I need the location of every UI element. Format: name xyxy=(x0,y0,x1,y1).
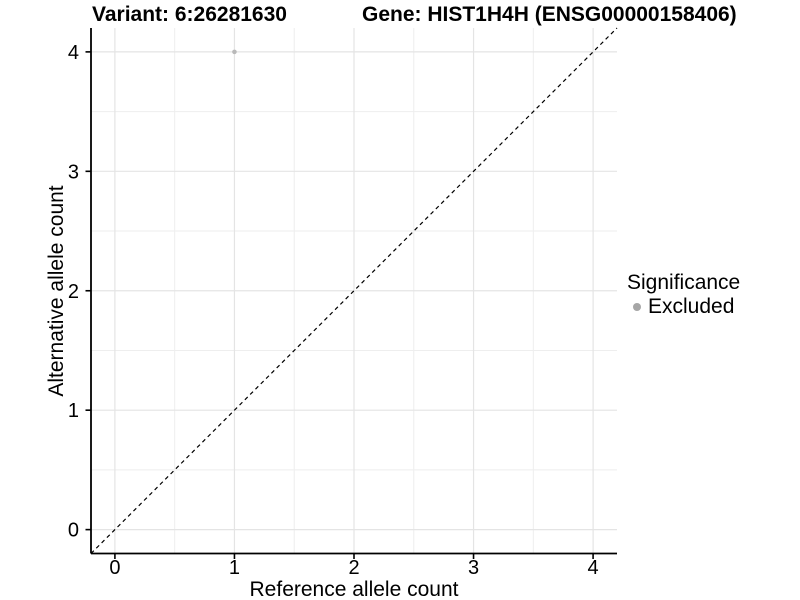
variant-title: Variant: 6:26281630 xyxy=(92,3,287,26)
x-tick-label: 1 xyxy=(229,557,240,579)
y-tick-label: 0 xyxy=(68,520,79,542)
excluded-point-swatch-icon xyxy=(633,303,641,311)
x-tick-label: 4 xyxy=(588,557,599,579)
legend-item-excluded: Excluded xyxy=(627,295,740,319)
x-tick-label: 3 xyxy=(468,557,479,579)
legend-item-label: Excluded xyxy=(648,295,735,318)
x-tick-label: 0 xyxy=(109,557,120,579)
x-tick-label: 2 xyxy=(348,557,359,579)
data-point-excluded xyxy=(232,49,237,55)
x-axis-title: Reference allele count xyxy=(249,578,459,600)
y-tick-label: 1 xyxy=(68,400,79,422)
legend: Significance Excluded xyxy=(627,270,740,319)
legend-title: Significance xyxy=(627,271,741,294)
identity-reference-line xyxy=(90,27,618,554)
y-tick-label: 3 xyxy=(68,161,79,183)
y-tick-label: 2 xyxy=(68,281,79,303)
y-axis-title: Alternative allele count xyxy=(45,185,68,397)
gene-title: Gene: HIST1H4H (ENSG00000158406) xyxy=(362,3,737,26)
y-tick-label: 4 xyxy=(68,42,79,64)
